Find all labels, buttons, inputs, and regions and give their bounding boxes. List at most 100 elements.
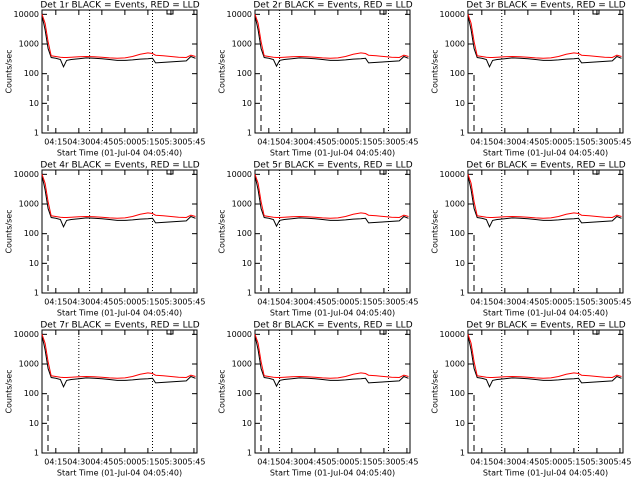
series-line xyxy=(254,334,409,379)
y-tick-label: 100 xyxy=(237,69,252,78)
x-tick-label: 04:45 xyxy=(516,298,539,307)
x-axis-label: Start Time (01-Jul-04 04:05:40) xyxy=(270,149,395,158)
chart-title: Det 4r BLACK = Events, RED = LLD xyxy=(40,161,199,171)
x-tick-label: 04:30 xyxy=(493,298,516,307)
y-tick-label: 1 xyxy=(34,129,39,138)
y-tick-label: 10 xyxy=(29,419,39,428)
y-tick-label: 1000 xyxy=(232,360,252,369)
x-tick-label: 04:30 xyxy=(280,138,303,147)
chart-title: Det 8r BLACK = Events, RED = LLD xyxy=(253,321,412,331)
x-tick-label: 04:15 xyxy=(470,458,493,467)
y-tick-label: 1000 xyxy=(445,200,465,209)
y-tick-label: 10000 xyxy=(227,330,252,339)
x-tick-label: 05:45 xyxy=(395,298,418,307)
plot-frame xyxy=(467,329,624,454)
chart-title: Det 3r BLACK = Events, RED = LLD xyxy=(466,1,625,11)
plot-frame xyxy=(41,9,198,134)
chart-title: Det 2r BLACK = Events, RED = LLD xyxy=(253,1,412,11)
x-tick-label: 05:00 xyxy=(326,298,349,307)
bracket xyxy=(166,170,174,175)
bracket xyxy=(379,330,387,335)
x-tick-label: 05:30 xyxy=(585,298,608,307)
y-tick-label: 1 xyxy=(247,289,252,298)
x-tick-label: 05:30 xyxy=(372,138,395,147)
bracket xyxy=(592,170,600,175)
chart-title: Det 6r BLACK = Events, RED = LLD xyxy=(466,161,625,171)
y-axis-label: Counts/sec xyxy=(218,209,227,253)
x-tick-label: 04:45 xyxy=(90,458,113,467)
plot-frame xyxy=(41,329,198,454)
x-tick-label: 05:15 xyxy=(349,298,372,307)
chart-title: Det 9r BLACK = Events, RED = LLD xyxy=(466,321,625,331)
x-tick-label: 05:45 xyxy=(608,138,631,147)
x-tick-label: 05:45 xyxy=(182,298,205,307)
x-tick-label: 05:30 xyxy=(585,138,608,147)
series-line xyxy=(41,175,196,229)
x-axis-label: Start Time (01-Jul-04 04:05:40) xyxy=(270,309,395,318)
y-axis-label: Counts/sec xyxy=(218,49,227,93)
x-tick-label: 05:15 xyxy=(136,298,159,307)
series-line xyxy=(254,174,409,219)
x-tick-label: 04:45 xyxy=(516,138,539,147)
y-tick-label: 10 xyxy=(242,419,252,428)
y-tick-label: 10 xyxy=(455,259,465,268)
y-tick-label: 1000 xyxy=(445,360,465,369)
series-line xyxy=(41,14,196,59)
x-tick-label: 04:30 xyxy=(67,298,90,307)
series-line xyxy=(41,335,196,389)
x-tick-label: 05:15 xyxy=(562,458,585,467)
series-line xyxy=(254,335,409,388)
x-axis-label: Start Time (01-Jul-04 04:05:40) xyxy=(483,469,608,478)
x-tick-label: 04:30 xyxy=(280,298,303,307)
y-tick-label: 10 xyxy=(29,99,39,108)
x-axis-label: Start Time (01-Jul-04 04:05:40) xyxy=(57,149,182,158)
bracket xyxy=(592,10,600,15)
x-tick-label: 04:45 xyxy=(90,298,113,307)
y-axis-label: Counts/sec xyxy=(5,369,14,413)
x-tick-label: 05:45 xyxy=(395,138,418,147)
y-tick-label: 100 xyxy=(237,389,252,398)
y-tick-label: 1000 xyxy=(232,200,252,209)
x-tick-label: 05:15 xyxy=(349,138,372,147)
y-tick-label: 10 xyxy=(455,419,465,428)
x-tick-label: 05:45 xyxy=(608,298,631,307)
x-tick-label: 04:15 xyxy=(44,138,67,147)
x-tick-label: 05:00 xyxy=(326,458,349,467)
y-tick-label: 10 xyxy=(242,259,252,268)
x-axis-label: Start Time (01-Jul-04 04:05:40) xyxy=(483,149,608,158)
x-tick-label: 04:30 xyxy=(280,458,303,467)
x-tick-label: 05:45 xyxy=(182,458,205,467)
series-line xyxy=(467,15,622,69)
y-tick-label: 100 xyxy=(24,229,39,238)
y-tick-label: 100 xyxy=(450,69,465,78)
x-tick-label: 04:15 xyxy=(257,458,280,467)
y-tick-label: 1 xyxy=(460,129,465,138)
series-line xyxy=(41,15,196,69)
y-tick-label: 10 xyxy=(455,99,465,108)
x-tick-label: 04:30 xyxy=(67,138,90,147)
x-tick-label: 04:30 xyxy=(493,138,516,147)
y-tick-label: 10000 xyxy=(227,170,252,179)
x-tick-label: 04:45 xyxy=(303,298,326,307)
y-tick-label: 10 xyxy=(242,99,252,108)
x-tick-label: 05:15 xyxy=(136,458,159,467)
y-tick-label: 10000 xyxy=(227,10,252,19)
x-tick-label: 05:00 xyxy=(539,298,562,307)
x-tick-label: 05:30 xyxy=(585,458,608,467)
chart-title: Det 7r BLACK = Events, RED = LLD xyxy=(40,321,199,331)
plot-frame xyxy=(254,9,411,134)
x-axis-label: Start Time (01-Jul-04 04:05:40) xyxy=(483,309,608,318)
x-tick-label: 04:30 xyxy=(493,458,516,467)
x-tick-label: 04:45 xyxy=(303,138,326,147)
x-tick-label: 05:00 xyxy=(539,138,562,147)
x-tick-label: 05:45 xyxy=(182,138,205,147)
x-tick-label: 05:15 xyxy=(136,138,159,147)
series-line xyxy=(467,174,622,219)
y-axis-label: Counts/sec xyxy=(431,369,440,413)
x-tick-label: 05:00 xyxy=(113,298,136,307)
y-tick-label: 1 xyxy=(460,449,465,458)
x-tick-label: 05:00 xyxy=(113,458,136,467)
y-axis-label: Counts/sec xyxy=(431,209,440,253)
y-tick-label: 100 xyxy=(237,229,252,238)
